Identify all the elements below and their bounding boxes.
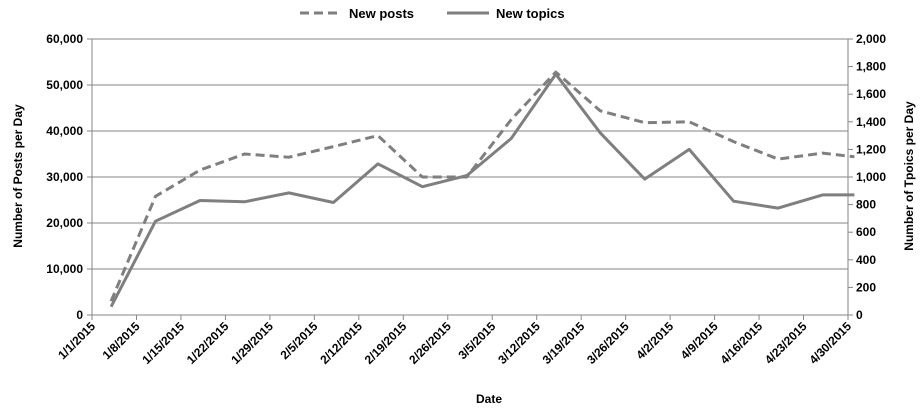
y-axis-tick-labels: 0 10,000 20,000 30,000 40,000 50,000 60,000 [46, 32, 83, 322]
legend-label: New topics [496, 6, 565, 21]
y-tick-label: 20,000 [46, 216, 83, 230]
y2-tick-label: 1,400 [856, 115, 886, 129]
x-tick-label: 1/1/2015 [55, 319, 98, 362]
x-tick-label: 4/9/2015 [678, 319, 721, 362]
x-axis-title: Date [476, 392, 502, 406]
x-tick-label: 4/30/2015 [806, 319, 854, 367]
y2-tick-label: 600 [856, 225, 876, 239]
y-axis-title: Number of Posts per Day [11, 104, 25, 248]
x-tick-label: 3/26/2015 [584, 319, 632, 367]
y-tick-label: 10,000 [46, 262, 83, 276]
y2-tick-label: 200 [856, 280, 876, 294]
x-tick-label: 3/12/2015 [495, 319, 543, 367]
x-tick-label: 3/19/2015 [540, 319, 588, 367]
x-tick-label: 3/5/2015 [455, 319, 498, 362]
x-tick-label: 2/19/2015 [362, 319, 410, 367]
x-tick-label: 1/22/2015 [184, 319, 232, 367]
y2-axis-title: Number of Tpoics per Day [902, 101, 916, 251]
x-tick-label: 4/23/2015 [762, 319, 810, 367]
x-tick-label: 2/12/2015 [317, 319, 365, 367]
x-tick-label: 2/5/2015 [278, 319, 321, 362]
y2-tick-label: 400 [856, 253, 876, 267]
x-tick-label: 1/8/2015 [100, 319, 143, 362]
y2-tick-label: 1,000 [856, 170, 886, 184]
y-tick-label: 40,000 [46, 124, 83, 138]
y-tick-label: 0 [76, 308, 83, 322]
series-lines [109, 70, 855, 308]
y-tick-label: 60,000 [46, 32, 83, 46]
y2-tick-label: 0 [856, 308, 863, 322]
legend-label: New posts [349, 6, 414, 21]
x-tick-label: 4/16/2015 [718, 319, 766, 367]
y2-tick-label: 1,600 [856, 87, 886, 101]
y-tick-label: 50,000 [46, 78, 83, 92]
y2-tick-label: 1,800 [856, 60, 886, 74]
x-tick-label: 4/2/2015 [633, 319, 676, 362]
x-tick-label: 1/29/2015 [228, 319, 276, 367]
y2-axis-tick-labels: 0 200 400 600 800 1,000 1,200 1,400 1,600 1,800 2,… [856, 32, 886, 322]
legend: New posts New topics [300, 6, 565, 21]
x-axis-tick-labels: 1/1/2015 1/8/20151/15/20151/22/20151/29/2… [55, 319, 854, 367]
x-tick-label: 1/15/2015 [139, 319, 187, 367]
y-tick-label: 30,000 [46, 170, 83, 184]
gridlines [92, 38, 848, 316]
y2-tick-label: 800 [856, 198, 876, 212]
series-line-new-topics [109, 72, 855, 308]
y2-tick-label: 1,200 [856, 142, 886, 156]
y2-tick-label: 2,000 [856, 32, 886, 46]
axes [87, 38, 853, 320]
series-line-new-posts [109, 70, 855, 302]
x-tick-label: 2/26/2015 [406, 319, 454, 367]
